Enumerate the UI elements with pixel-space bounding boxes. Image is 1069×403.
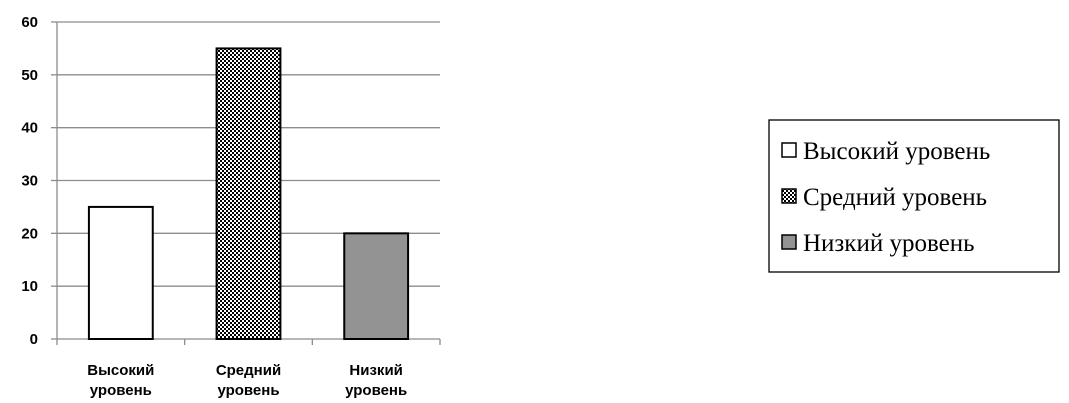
x-tick-label: Высокий xyxy=(87,362,154,379)
legend-swatch xyxy=(781,188,797,204)
legend-label: Низкий уровень xyxy=(803,230,975,257)
y-tick-label: 40 xyxy=(21,120,38,137)
bar xyxy=(87,205,154,340)
legend-label: Средний уровень xyxy=(803,184,987,211)
y-tick-label: 20 xyxy=(21,225,38,242)
legend-label: Высокий уровень xyxy=(803,138,990,165)
y-tick-label: 10 xyxy=(21,278,38,295)
legend-swatch xyxy=(781,142,797,158)
y-tick-label: 0 xyxy=(30,331,38,348)
bar xyxy=(215,47,282,341)
y-tick-label: 50 xyxy=(21,67,38,84)
y-tick-label: 30 xyxy=(21,173,38,190)
legend-box xyxy=(768,119,1060,273)
legend: Высокий уровень Средний уровень Низкий уро… xyxy=(768,119,1060,273)
x-tick-label: уровень xyxy=(90,382,152,399)
x-tick-label: уровень xyxy=(345,382,407,399)
x-tick-label: уровень xyxy=(217,382,279,399)
y-tick-label: 60 xyxy=(21,14,38,31)
labels: 0 10 20 30 40 50 60 Высокий уровень Средний уровен… xyxy=(21,14,407,399)
x-tick-label: Средний xyxy=(216,362,281,379)
x-tick-label: Низкий xyxy=(349,362,402,379)
bars xyxy=(87,47,410,341)
bar xyxy=(343,232,410,340)
legend-swatch xyxy=(781,234,797,250)
